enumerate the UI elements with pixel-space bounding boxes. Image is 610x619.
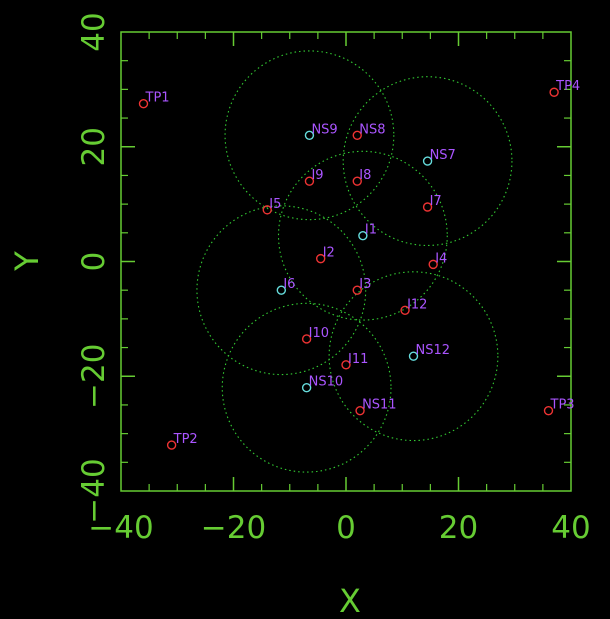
data-point-marker: [352, 130, 362, 140]
data-point-label: NS9: [311, 122, 337, 137]
data-point-marker: [549, 87, 559, 97]
data-point-marker: [304, 130, 315, 140]
x-tick-label: 20: [439, 510, 478, 546]
data-point-marker: [358, 230, 368, 241]
plot-frame: [120, 31, 572, 492]
data-point-label: NS8: [359, 122, 385, 137]
data-point-marker: [262, 205, 272, 215]
data-point-label: I6: [283, 277, 295, 292]
data-point-label: I10: [309, 326, 329, 341]
data-point-label: I5: [269, 197, 281, 212]
data-point-marker: [301, 334, 312, 344]
data-point-label: I4: [435, 251, 447, 266]
data-point-label: I11: [348, 352, 368, 367]
data-point-marker: [341, 360, 351, 370]
y-tick-label: −40: [76, 458, 112, 523]
data-point-label: I9: [311, 168, 323, 183]
x-tick-label: 40: [551, 510, 590, 546]
data-point-marker: [138, 99, 149, 109]
data-point-label: TP4: [555, 79, 580, 94]
y-axis-label: Y: [8, 251, 46, 272]
data-point-marker: [400, 305, 410, 315]
data-point-marker: [408, 351, 419, 361]
y-tick-label: −20: [76, 344, 112, 409]
data-point-marker: [352, 285, 362, 295]
data-point-marker: [352, 176, 362, 186]
data-point-marker: [355, 405, 365, 416]
coverage-circle: [342, 76, 513, 247]
data-point-marker: [428, 259, 438, 270]
data-point-marker: [166, 440, 177, 450]
coverage-circle: [221, 302, 392, 473]
coverage-circle: [224, 50, 395, 221]
x-tick-label: 0: [336, 510, 356, 546]
data-point-marker: [422, 202, 433, 212]
data-point-marker: [301, 383, 312, 393]
x-axis-label: X: [339, 582, 361, 619]
data-point-marker: [422, 156, 433, 166]
data-point-label: I8: [359, 168, 371, 183]
data-point-marker: [315, 253, 326, 264]
x-tick-label: −20: [201, 510, 266, 546]
data-point-marker: [276, 285, 287, 295]
axis-ticks: −40 −20 0 20 40 −40 −20 0 20 40: [76, 12, 591, 546]
coverage-circle: [328, 271, 499, 442]
coverage-circles: [196, 50, 513, 473]
data-point-label: NS12: [416, 343, 451, 358]
data-point-marker: [304, 176, 315, 186]
data-point-label: TP3: [550, 398, 575, 413]
data-point-label: NS7: [430, 148, 456, 163]
data-point-label: TP1: [145, 91, 170, 106]
y-tick-label: 0: [76, 252, 112, 272]
data-point-label: TP2: [173, 432, 198, 447]
data-point-label: I12: [407, 297, 427, 312]
data-point-label: I1: [365, 223, 377, 238]
y-tick-label: 20: [76, 127, 112, 166]
data-point-label: NS11: [362, 398, 397, 413]
coverage-circle: [277, 150, 448, 321]
data-points: TP1 TP2 TP3 TP4 NS9 NS8 NS7 I9 I8 I7 I5 I1 I2 I4 I6 I3 I…: [138, 79, 580, 450]
data-point-label: I3: [359, 277, 371, 292]
y-tick-label: 40: [76, 12, 112, 51]
data-point-label: I7: [430, 194, 442, 209]
x-tick-label: −40: [88, 510, 153, 546]
data-point-label: I2: [323, 246, 335, 261]
data-point-label: NS10: [309, 375, 344, 390]
data-point-marker: [543, 405, 554, 416]
coverage-circle: [196, 205, 367, 376]
